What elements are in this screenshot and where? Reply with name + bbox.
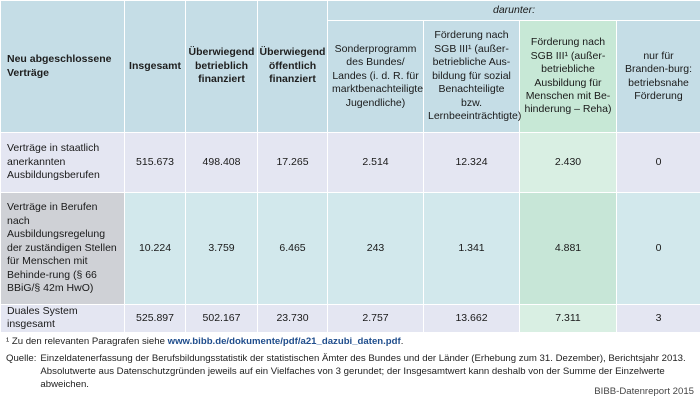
cell-sgb-reha: 2.430 [519, 132, 617, 193]
footnote: ¹ Zu den relevanten Paragrafen siehe www… [6, 336, 696, 349]
table-row: Verträge in Berufen nach Ausbildungsrege… [0, 192, 700, 305]
cell-sgb-sozial: 13.662 [423, 304, 520, 333]
cell-betrieblich: 3.759 [185, 192, 258, 305]
header-darunter: darunter: [326, 0, 700, 21]
credit: BIBB-Datenreport 2015 [594, 386, 694, 397]
cell-sonderprogramm: 243 [327, 192, 424, 305]
cell-sgb-reha: 7.311 [519, 304, 617, 333]
cell-sgb-reha: 4.881 [519, 192, 617, 305]
contracts-table: Neu abgeschlossene Verträge Insgesamt Üb… [0, 0, 700, 333]
footnote-link[interactable]: www.bibb.de/dokumente/pdf/a21_dazubi_dat… [167, 336, 401, 347]
row-label: Verträge in staatlich anerkannten Ausbil… [0, 132, 125, 193]
header-sonderprogramm: Sonderprogramm des Bundes/ Landes (i. d.… [327, 20, 424, 133]
notes: ¹ Zu den relevanten Paragrafen siehe www… [6, 336, 696, 391]
header-brandenburg: nur für Branden-burg: betriebsnahe Förde… [615, 20, 700, 133]
row-label: Verträge in Berufen nach Ausbildungsrege… [0, 192, 125, 305]
header-row-label: Neu abgeschlossene Verträge [0, 0, 125, 133]
header-insgesamt: Insgesamt [124, 0, 186, 133]
cell-insgesamt: 10.224 [124, 192, 186, 305]
source: Quelle: Einzeldatenerfassung der Berufsb… [6, 353, 696, 392]
cell-brandenburg: 0 [615, 132, 700, 193]
header-betrieblich: Überwiegend betrieblich finanziert [185, 0, 258, 133]
cell-betrieblich: 498.408 [185, 132, 258, 193]
header-row-sub: Sonderprogramm des Bundes/ Landes (i. d.… [1, 20, 700, 133]
source-label: Quelle: [6, 352, 37, 364]
cell-insgesamt: 515.673 [124, 132, 186, 193]
header-sgb-sozial: Förderung nach SGB III¹ (außer-betriebli… [423, 20, 521, 133]
row-label: Duales System insgesamt [0, 304, 125, 333]
cell-brandenburg: 0 [615, 192, 700, 305]
cell-sgb-sozial: 12.324 [423, 132, 520, 193]
table-row-total: Duales System insgesamt 525.897 502.167 … [0, 304, 700, 333]
cell-oeffentlich: 23.730 [257, 304, 328, 333]
cell-sonderprogramm: 2.757 [327, 304, 424, 333]
footnote-prefix: ¹ Zu den relevanten Paragrafen siehe [6, 336, 168, 347]
cell-insgesamt: 525.897 [124, 304, 186, 333]
cell-oeffentlich: 6.465 [257, 192, 328, 305]
table-row: Verträge in staatlich anerkannten Ausbil… [0, 132, 700, 193]
cell-sonderprogramm: 2.514 [327, 132, 424, 193]
cell-betrieblich: 502.167 [185, 304, 258, 333]
footnote-suffix: . [400, 336, 404, 347]
cell-brandenburg: 3 [615, 304, 700, 333]
source-text: Einzeldatenerfassung der Berufsbildungss… [40, 352, 686, 390]
header-oeffentlich: Überwiegend öffentlich finanziert [257, 0, 328, 133]
header-row-top: Neu abgeschlossene Verträge Insgesamt Üb… [0, 0, 700, 133]
header-sgb-reha: Förderung nach SGB III¹ (außer-betriebli… [519, 20, 617, 133]
cell-oeffentlich: 17.265 [257, 132, 328, 193]
cell-sgb-sozial: 1.341 [423, 192, 520, 305]
